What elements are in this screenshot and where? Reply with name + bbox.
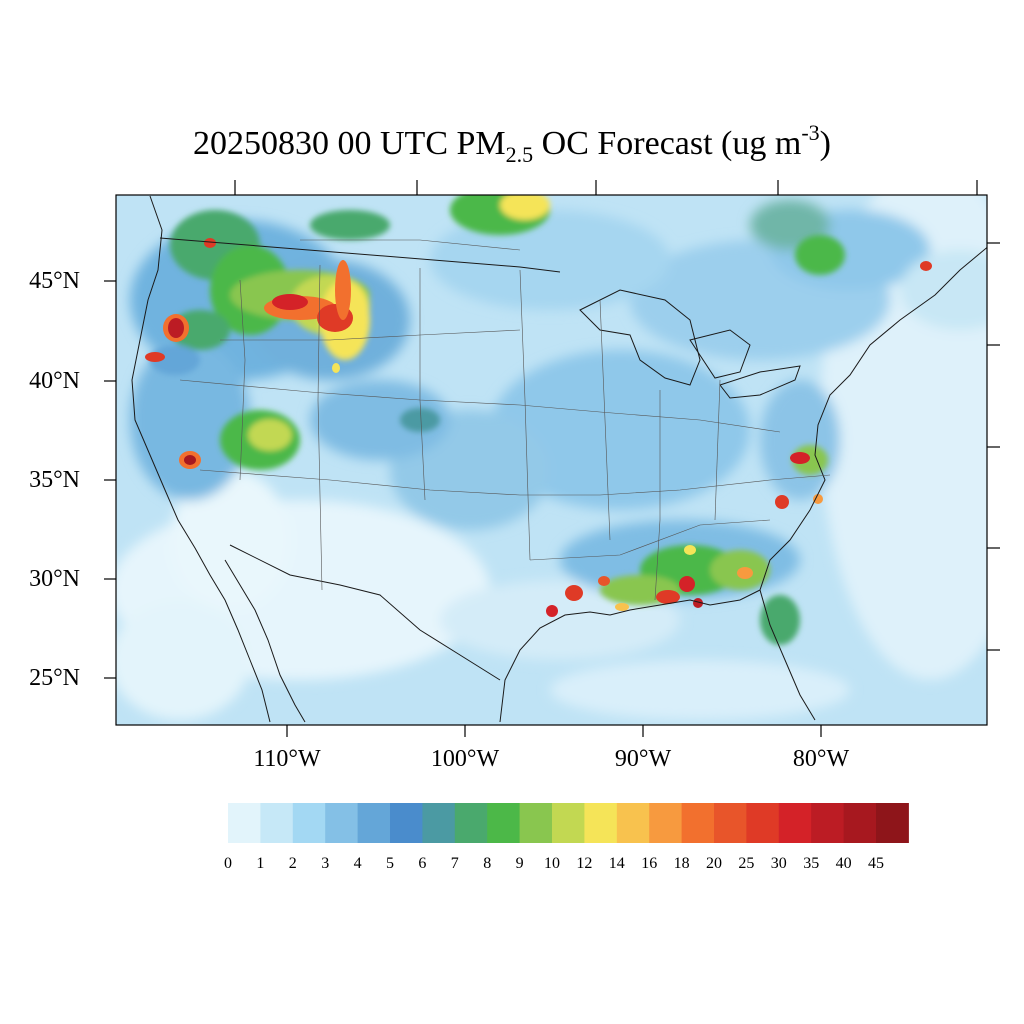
colorbar-tick-label: 25 [738, 855, 755, 872]
colorbar-tick-label: 20 [706, 855, 722, 872]
state-lines [179, 239, 831, 601]
colorbar-tick-label: 18 [673, 855, 690, 872]
concentration-field [116, 195, 987, 725]
title-end: ) [819, 125, 831, 162]
colorbar-tick-label: 0 [224, 855, 232, 872]
colorbar-tick-label: 1 [256, 855, 265, 872]
title-subscript: 2.5 [505, 142, 534, 167]
colorbar-tick-label: 9 [515, 855, 524, 872]
colorbar-swatch [584, 803, 618, 843]
lat-label: 40°N [29, 368, 80, 394]
colorbar-swatch [843, 803, 877, 843]
axis-ticks [104, 180, 1000, 737]
colorbar-swatch [422, 803, 456, 843]
colorbar-tick-label: 5 [386, 855, 394, 872]
colorbar-swatch [260, 803, 294, 843]
hotspots [145, 238, 932, 617]
lon-label: 100°W [430, 746, 500, 772]
colorbar-tick-label: 14 [608, 855, 625, 872]
lat-label: 25°N [29, 665, 80, 691]
colorbar-tick-label: 30 [770, 855, 787, 872]
colorbar-swatch [454, 803, 488, 843]
colorbar-swatch [649, 803, 683, 843]
colorbar-tick-label: 2 [288, 855, 297, 872]
colorbar-tick-label: 45 [868, 855, 884, 872]
page-title: 20250830 00 UTC PM2.5 OC Forecast (ug m-… [0, 122, 1024, 166]
colorbar-swatch [714, 803, 747, 843]
colorbar-swatch [228, 803, 261, 843]
lat-label: 45°N [29, 268, 80, 294]
colorbar-tick-label: 8 [483, 855, 492, 872]
colorbar-tick-label: 40 [835, 855, 852, 872]
colorbar-swatch [357, 803, 391, 843]
colorbar-swatch [616, 803, 650, 843]
boundaries [131, 195, 987, 723]
colorbar-tick-label: 3 [321, 855, 330, 872]
colorbar-swatch [876, 803, 909, 843]
colorbar-swatch [487, 803, 521, 843]
colorbar-tick-label: 12 [576, 855, 593, 872]
colorbar-tick-label: 6 [418, 855, 427, 872]
lat-label: 35°N [29, 467, 80, 493]
title-mid: OC Forecast (ug m [533, 125, 802, 162]
lat-label: 30°N [29, 566, 80, 592]
lon-label: 110°W [253, 746, 321, 772]
colorbar-swatch [778, 803, 812, 843]
colorbar [228, 803, 909, 843]
colorbar-swatch [325, 803, 359, 843]
colorbar-swatch [390, 803, 423, 843]
colorbar-tick-label: 4 [353, 855, 362, 872]
lon-label: 80°W [792, 746, 850, 772]
colorbar-swatch [681, 803, 715, 843]
colorbar-swatch [292, 803, 326, 843]
title-main: 20250830 00 UTC PM [193, 125, 506, 162]
map-frame [115, 194, 988, 726]
colorbar-tick-label: 7 [450, 855, 459, 872]
colorbar-tick-label: 10 [544, 855, 560, 872]
colorbar-tick-label: 35 [803, 855, 820, 872]
colorbar-swatch [746, 803, 780, 843]
colorbar-tick-label: 16 [641, 855, 658, 872]
colorbar-swatch [811, 803, 845, 843]
lon-label: 90°W [614, 746, 672, 772]
colorbar-swatch [519, 803, 553, 843]
title-superscript: -3 [801, 120, 820, 145]
colorbar-swatch [552, 803, 585, 843]
